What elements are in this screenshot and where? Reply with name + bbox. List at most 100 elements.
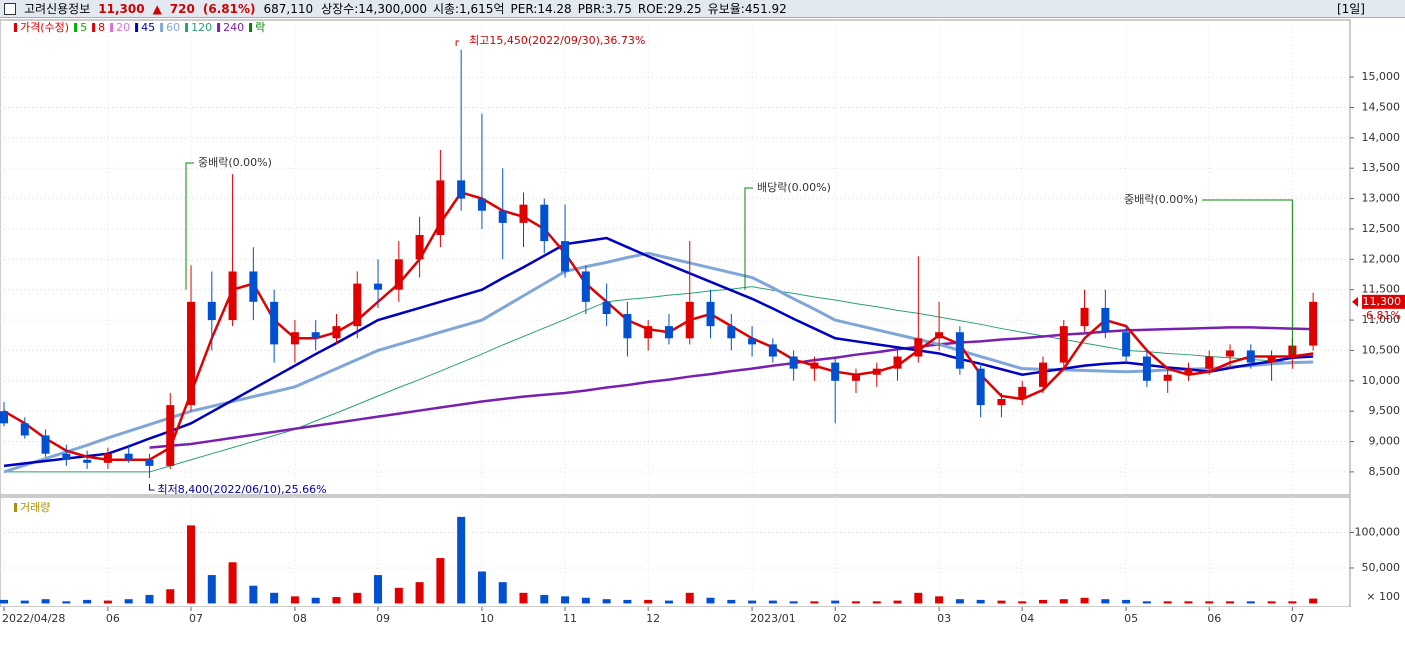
candle-body <box>727 326 736 339</box>
candle-body <box>477 198 486 211</box>
volume-bar <box>332 597 341 604</box>
candle-body <box>353 283 362 327</box>
x-tick-label: 07 <box>1290 612 1304 625</box>
candle-body <box>706 301 715 327</box>
volume-bar <box>727 599 736 604</box>
candle-body <box>748 338 757 345</box>
volume-bar <box>1059 599 1068 604</box>
volume-bar <box>62 601 71 604</box>
legend-label: 가격(수정) <box>20 21 69 34</box>
y-tick-label: 8,500 <box>1369 465 1401 478</box>
candle-body <box>415 235 424 260</box>
candle-body <box>602 301 611 314</box>
candle-body <box>519 204 528 223</box>
candle-body <box>1059 326 1068 363</box>
checkbox[interactable] <box>4 3 16 15</box>
candle-body <box>1309 301 1318 346</box>
annotation: 중배락(0.00%) <box>1124 193 1198 206</box>
volume-bar <box>914 592 923 604</box>
annotation-arrow <box>455 40 460 46</box>
volume-bar <box>436 558 445 604</box>
candle-body <box>436 180 445 236</box>
legend-swatch <box>135 23 139 32</box>
candle-body <box>1205 356 1214 369</box>
x-tick-label: 06 <box>1207 612 1221 625</box>
candle-body <box>290 332 299 345</box>
y-tick-label: 12,000 <box>1362 252 1401 265</box>
last-marker <box>1352 296 1358 307</box>
candle-body <box>1163 374 1172 381</box>
candle-body <box>976 368 985 406</box>
volume-bar <box>997 600 1006 604</box>
candle-body <box>789 356 798 369</box>
candle-body <box>955 332 964 369</box>
stat: 시총:1,615억 <box>432 2 505 16</box>
change: 720 <box>169 2 195 16</box>
candle-body <box>1142 356 1151 381</box>
legend-swatch <box>110 23 114 32</box>
candle-body <box>561 241 570 272</box>
candle-body <box>664 326 673 339</box>
y-tick-label: 12,500 <box>1362 222 1401 235</box>
volume-bar <box>1226 601 1235 604</box>
candle-body <box>810 362 819 369</box>
x-axis-band <box>0 607 1405 648</box>
candle-body <box>914 338 923 357</box>
annotation-arrow <box>148 484 155 491</box>
annotation: 중배락(0.00%) <box>198 156 272 169</box>
last-change: 6.81% <box>1366 309 1401 322</box>
volume-bar <box>1309 598 1318 604</box>
price: 11,300 <box>98 2 145 16</box>
volume-bar <box>519 592 528 604</box>
volume-bar <box>270 592 279 604</box>
volume-bar <box>20 600 29 604</box>
volume-bar <box>540 594 549 604</box>
volume-bar <box>851 601 860 604</box>
candle-body <box>623 313 632 339</box>
volume-bar <box>207 575 216 604</box>
volume-bar <box>685 592 694 604</box>
candle-body <box>457 180 466 199</box>
x-tick-label: 2022/04/28 <box>2 612 65 625</box>
ma-line <box>3 251 1314 474</box>
candle-body <box>270 301 279 345</box>
candle-body <box>1267 356 1276 363</box>
candle-body <box>1226 350 1235 357</box>
legend-label: 120 <box>191 21 212 34</box>
volume-bar <box>1142 601 1151 604</box>
candle-body <box>332 326 341 339</box>
volume-bar <box>353 592 362 604</box>
x-tick-label: 09 <box>376 612 390 625</box>
stat: 유보율:451.92 <box>707 2 787 16</box>
x-tick-label: 02 <box>833 612 847 625</box>
y-tick-label: 50,000 <box>1362 561 1401 574</box>
y-tick-label: 13,500 <box>1362 161 1401 174</box>
volume-bar <box>0 599 8 604</box>
legend-swatch <box>160 23 164 32</box>
volume-bar <box>124 599 133 604</box>
ma-line <box>4 286 1314 473</box>
legend-label: 240 <box>223 21 244 34</box>
legend-swatch <box>14 23 17 32</box>
chart: 8,5009,0009,50010,00010,50011,00011,5001… <box>0 19 1405 648</box>
candle-body <box>768 344 777 357</box>
volume-bar <box>1205 601 1214 604</box>
period[interactable]: [1일] <box>1336 2 1365 16</box>
candle-body <box>581 271 590 302</box>
annotation-line <box>744 187 753 290</box>
candle-body <box>872 368 881 375</box>
volume-bar <box>623 599 632 604</box>
volume-bar <box>1267 601 1276 604</box>
volume-bar <box>602 599 611 604</box>
volume-bar <box>249 585 258 604</box>
candle-body <box>685 301 694 339</box>
candle-body <box>540 204 549 242</box>
volume-bar <box>187 525 196 604</box>
x-tick-label: 11 <box>563 612 577 625</box>
candle-body <box>893 356 902 369</box>
arrow: ▲ <box>152 2 162 16</box>
ma-line <box>3 191 1314 462</box>
candle-body <box>1080 307 1089 327</box>
volume-bar <box>1122 599 1131 604</box>
